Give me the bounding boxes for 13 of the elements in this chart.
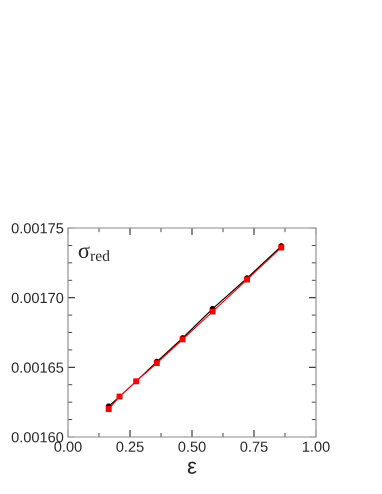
annotation: σ$_{red}$ xyxy=(78,246,110,262)
x-tick-label: 0.50 xyxy=(178,442,206,452)
x-tick-label: 0.25 xyxy=(116,442,144,452)
point xyxy=(210,308,216,315)
y-tick-label: 0.00175 xyxy=(12,223,64,234)
x-tick-label: 0.75 xyxy=(240,442,268,452)
y-tick-label: 0.00160 xyxy=(12,432,64,442)
x-tick-label: 0.00 xyxy=(54,442,82,452)
y-tick-label: 0.00170 xyxy=(12,292,64,304)
point xyxy=(106,406,112,412)
y-tick-label: 0.00165 xyxy=(12,362,64,373)
x-tick-label: 1.00 xyxy=(302,442,330,452)
x-axis-title: ε xyxy=(188,462,197,474)
